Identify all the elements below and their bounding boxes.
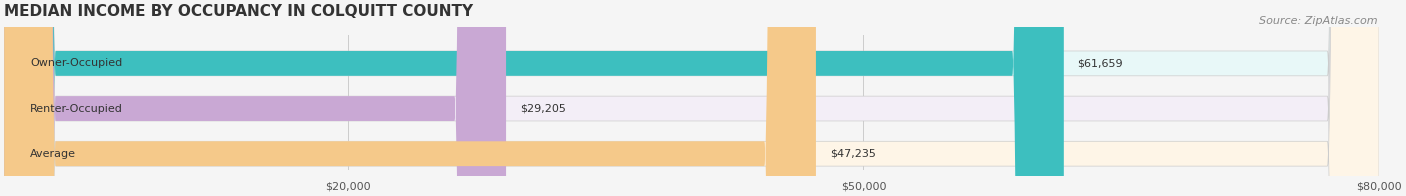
Text: $29,205: $29,205 [520,103,565,113]
FancyBboxPatch shape [4,0,506,196]
FancyBboxPatch shape [4,0,1379,196]
Text: $61,659: $61,659 [1077,58,1123,68]
Text: Average: Average [30,149,76,159]
Text: MEDIAN INCOME BY OCCUPANCY IN COLQUITT COUNTY: MEDIAN INCOME BY OCCUPANCY IN COLQUITT C… [4,4,474,19]
FancyBboxPatch shape [4,0,815,196]
FancyBboxPatch shape [4,0,1064,196]
Text: Renter-Occupied: Renter-Occupied [30,103,122,113]
Text: Source: ZipAtlas.com: Source: ZipAtlas.com [1260,16,1378,26]
FancyBboxPatch shape [4,0,1379,196]
Text: Owner-Occupied: Owner-Occupied [30,58,122,68]
FancyBboxPatch shape [4,0,1379,196]
Text: $47,235: $47,235 [830,149,876,159]
